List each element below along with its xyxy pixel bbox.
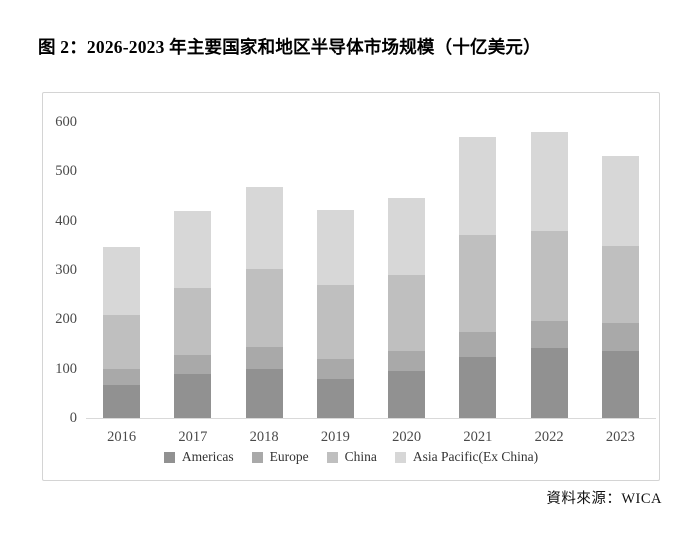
legend-swatch-icon <box>163 451 175 463</box>
chart-legend: Americas Europe China Asia Pacific(Ex China… <box>43 449 659 465</box>
bar-group-2017 <box>157 122 228 418</box>
bar-group-2019 <box>300 122 371 418</box>
y-tick-label: 500 <box>55 163 77 180</box>
plot-area <box>86 122 656 418</box>
bar-stack <box>103 247 141 418</box>
bar-stack <box>388 198 426 418</box>
bar-segment-china <box>245 269 283 347</box>
bar-segment-americas <box>103 385 141 418</box>
bar-segment-americas <box>601 351 639 418</box>
legend-item-asia-pacific-ex-china-: Asia Pacific(Ex China) <box>394 449 539 465</box>
bar-stack <box>459 137 497 418</box>
bar-segment-china <box>459 235 497 332</box>
legend-swatch-icon <box>326 451 338 463</box>
bar-group-2018 <box>229 122 300 418</box>
bar-segment-asia-pacific-ex-china- <box>174 211 212 288</box>
bar-segment-china <box>530 231 568 321</box>
bar-segment-asia-pacific-ex-china- <box>388 198 426 275</box>
bar-segment-europe <box>316 359 354 379</box>
bar-group-2021 <box>442 122 513 418</box>
bar-segment-china <box>601 246 639 323</box>
bar-segment-asia-pacific-ex-china- <box>601 156 639 246</box>
legend-swatch-icon <box>251 451 263 463</box>
x-tick-label: 2023 <box>605 429 635 445</box>
y-tick-label: 300 <box>55 262 77 278</box>
bar-segment-americas <box>388 371 426 418</box>
bar-stack <box>316 210 354 418</box>
bar-group-2016 <box>86 122 157 418</box>
bar-stack <box>174 211 212 418</box>
bar-segment-asia-pacific-ex-china- <box>245 187 283 269</box>
bar-segment-europe <box>459 332 497 357</box>
bar-segment-americas <box>459 357 497 418</box>
bar-group-2020 <box>371 122 442 418</box>
bar-segment-americas <box>174 374 212 418</box>
bar-segment-europe <box>530 321 568 348</box>
x-tick-label: 2021 <box>463 429 493 445</box>
bar-group-2022 <box>514 122 585 418</box>
y-tick-label: 0 <box>69 410 77 426</box>
bar-segment-americas <box>316 379 354 418</box>
x-tick-label: 2017 <box>178 429 208 445</box>
x-tick-label: 2022 <box>534 429 564 445</box>
x-tick-label: 2016 <box>107 429 137 445</box>
figure-title: 图 2：2026-2023 年主要国家和地区半导体市场规模（十亿美元） <box>38 37 541 57</box>
bar-stack <box>530 132 568 418</box>
legend-label: China <box>344 449 377 464</box>
bar-segment-china <box>103 315 141 369</box>
bar-segment-china <box>388 275 426 351</box>
bar-group-2023 <box>585 122 656 418</box>
bar-segment-europe <box>388 351 426 371</box>
bar-segment-europe <box>245 347 283 369</box>
legend-item-europe: Europe <box>251 449 309 465</box>
bar-segment-asia-pacific-ex-china- <box>530 132 568 231</box>
bar-segment-asia-pacific-ex-china- <box>316 210 354 285</box>
y-tick-label: 100 <box>55 360 77 377</box>
legend-swatch-icon <box>394 451 406 463</box>
bar-segment-europe <box>601 323 639 351</box>
x-axis-tick-labels: 2016 2017 2018 2019 2020 2021 2022 2023 <box>86 429 656 446</box>
x-tick-label: 2018 <box>249 429 279 445</box>
legend-label: Asia Pacific(Ex China) <box>412 449 539 464</box>
legend-label: Americas <box>181 449 234 464</box>
bar-series-area <box>86 122 656 418</box>
bar-stack <box>601 156 639 418</box>
bar-stack <box>245 187 283 418</box>
bar-segment-china <box>316 285 354 359</box>
legend-item-americas: Americas <box>163 449 234 465</box>
bar-segment-americas <box>530 348 568 418</box>
y-tick-label: 600 <box>55 114 77 130</box>
data-source-note: 資料來源：WICA <box>546 491 662 507</box>
bar-segment-asia-pacific-ex-china- <box>459 137 497 235</box>
x-tick-label: 2020 <box>392 429 422 445</box>
bar-segment-europe <box>103 369 141 385</box>
y-tick-label: 200 <box>55 311 77 328</box>
bar-segment-americas <box>245 369 283 418</box>
bar-segment-europe <box>174 355 212 374</box>
chart-container: 0 100 200 300 400 500 600 2016 2017 2018 2019 2020… <box>42 92 660 481</box>
legend-item-china: China <box>326 449 377 465</box>
y-tick-label: 400 <box>55 212 77 229</box>
x-tick-label: 2019 <box>320 429 350 445</box>
legend-label: Europe <box>269 449 309 464</box>
bar-segment-asia-pacific-ex-china- <box>103 247 141 315</box>
x-axis-line <box>86 418 656 419</box>
bar-segment-china <box>174 288 212 355</box>
